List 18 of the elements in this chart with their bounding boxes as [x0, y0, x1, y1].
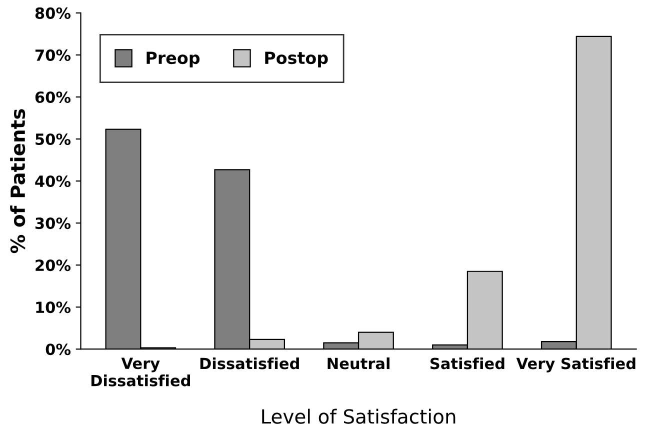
x-tick-label: Neutral [328, 357, 390, 370]
y-tick-label: 20% [36, 260, 71, 272]
y-tick-label: 50% [36, 133, 71, 146]
y-axis-title: % of Patients [10, 109, 26, 254]
x-tick-label: Satisfied [430, 357, 504, 370]
y-tick-label: 40% [35, 175, 71, 188]
x-tick-label: Very Dissatisfied [91, 358, 190, 386]
y-tick-label: 70% [35, 49, 71, 61]
y-tick-label: 60% [35, 91, 71, 103]
y-tick-label: 30% [35, 218, 71, 230]
legend-label: Preop [146, 52, 200, 68]
x-axis-title: Level of Satisfaction [262, 408, 456, 424]
y-tick-label: 10% [36, 302, 71, 314]
y-tick-label: 0% [46, 344, 71, 356]
y-tick-label: 80% [35, 7, 71, 19]
x-tick-label: Dissatisfied [200, 357, 299, 370]
legend-label: Postop [265, 52, 328, 68]
x-tick-label: Very Satisfied [516, 357, 636, 372]
